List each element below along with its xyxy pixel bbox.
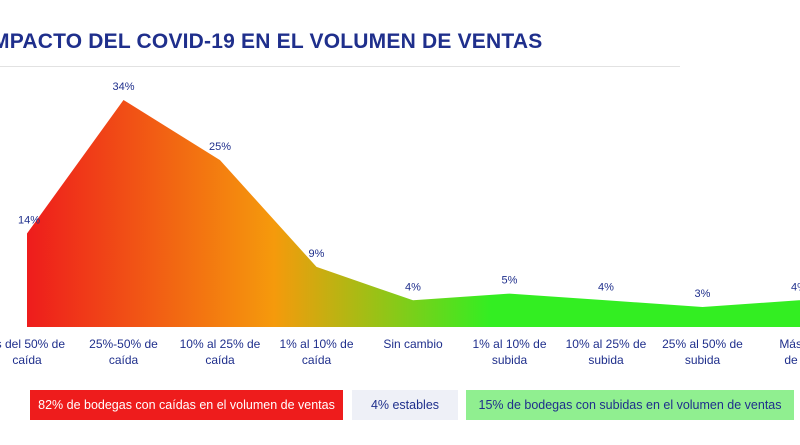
data-label: 9% [309,248,325,260]
data-label: 25% [209,141,231,153]
stable-summary-box: 4% estables [352,390,458,420]
rises-summary-box: 15% de bodegas con subidas en el volumen… [466,390,794,420]
x-tick-label: 10% al 25% de subida [566,337,647,367]
x-tick-label: Sin cambio [383,337,443,351]
data-label: 14% [18,215,40,227]
title-divider [0,66,680,67]
x-tick-label: 25% al 50% de subida [662,337,743,367]
falls-summary-box: 82% de bodegas con caídas en el volumen … [30,390,343,420]
series-area [27,100,800,327]
x-tick-label: 1% al 10% de subida [472,337,546,367]
data-label: 4% [791,281,800,293]
data-label: 4% [598,281,614,293]
x-tick-label: Más dede su [779,337,800,367]
data-label: 4% [405,281,421,293]
x-tick-label: 10% al 25% de caída [180,337,261,367]
data-label: 34% [112,81,134,93]
x-tick-label: 1% al 10% de caída [279,337,353,367]
x-tick-label: 25%-50% de caída [89,337,158,367]
chart-title: MPACTO DEL COVID-19 EN EL VOLUMEN DE VEN… [0,30,543,53]
data-label: 3% [695,288,711,300]
data-label: 5% [502,275,518,287]
